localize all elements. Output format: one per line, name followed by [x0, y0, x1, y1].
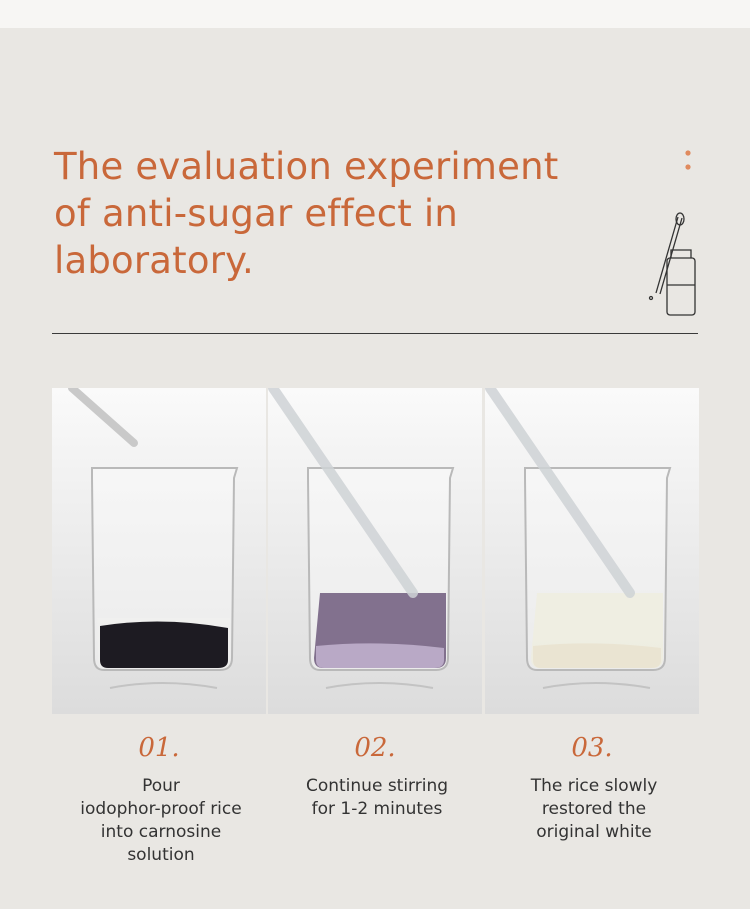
caption-line: The rice slowly — [530, 776, 658, 796]
caption-line: for 1-2 minutes — [311, 799, 443, 819]
beaker-illustration — [52, 384, 266, 714]
top-strip — [0, 0, 750, 28]
title-line: of anti-sugar effect in — [54, 192, 459, 235]
caption-line: original white — [536, 822, 652, 842]
caption-line: Pour — [142, 776, 180, 796]
caption-line: into carnosine — [100, 822, 222, 842]
photo — [485, 383, 699, 714]
step-number: 03. — [571, 733, 613, 763]
photo — [268, 383, 482, 714]
title-line: The evaluation experiment — [54, 145, 559, 188]
step-caption: Pour iodophor-proof rice into carnosine sol… — [54, 775, 268, 867]
divider — [52, 333, 698, 334]
caption-line: iodophor-proof rice — [80, 799, 242, 819]
step-caption: Continue stirring for 1-2 minutes — [270, 775, 484, 821]
photo — [52, 384, 266, 714]
icons — [648, 150, 696, 316]
title-line: laboratory. — [54, 239, 254, 282]
beaker-illustration — [485, 383, 699, 714]
caption-line: solution — [127, 845, 195, 865]
step-number: 02. — [354, 733, 396, 763]
caption-line: Continue stirring — [305, 776, 449, 796]
title: The evaluation experiment of anti-sugar e… — [54, 143, 558, 284]
caption-line: restored the — [541, 799, 647, 819]
step-caption: The rice slowly restored the original whit… — [487, 775, 701, 844]
beaker-illustration — [268, 383, 482, 714]
step-number: 01. — [138, 733, 180, 763]
